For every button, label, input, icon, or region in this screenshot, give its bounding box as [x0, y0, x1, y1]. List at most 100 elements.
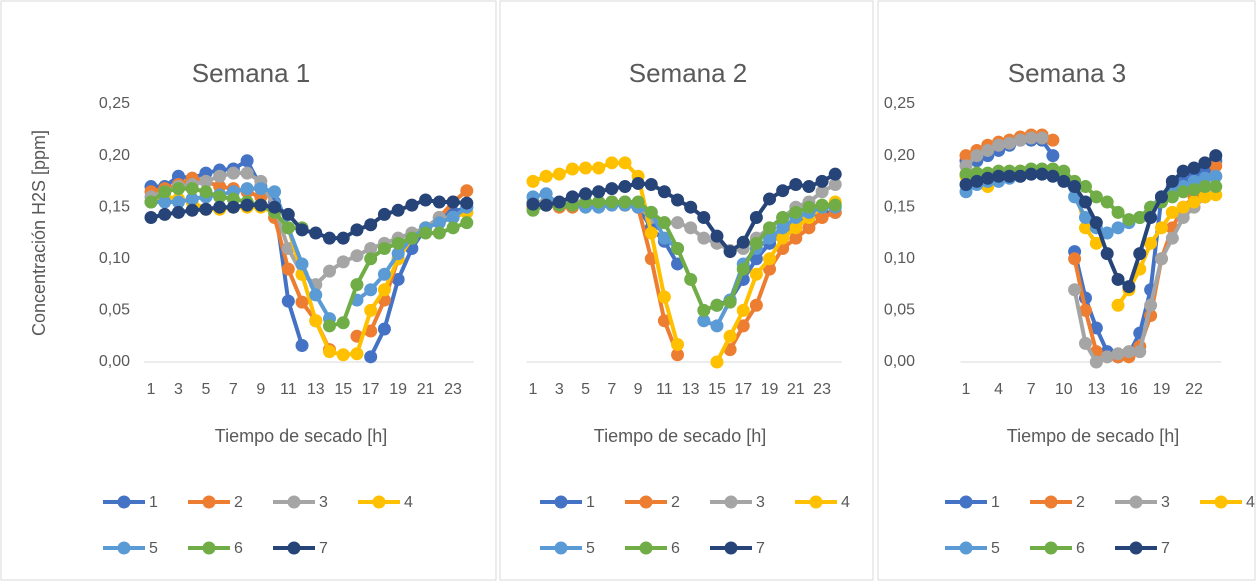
data-point — [1078, 303, 1092, 317]
y-axis-title: Concentración H2S [ppm] — [29, 130, 49, 336]
x-tick-label: 1 — [962, 381, 971, 398]
data-point — [552, 195, 566, 209]
data-point — [1024, 131, 1038, 145]
data-point — [815, 185, 829, 199]
data-point — [1111, 347, 1125, 361]
data-point — [526, 197, 540, 211]
data-point — [1035, 167, 1049, 181]
data-point — [1046, 169, 1060, 183]
data-point — [377, 267, 391, 281]
data-point — [1176, 164, 1190, 178]
data-point — [539, 187, 553, 201]
data-point — [144, 195, 158, 209]
data-point — [710, 355, 724, 369]
data-point — [592, 195, 606, 209]
legend-label: 4 — [404, 494, 413, 511]
data-point — [1046, 149, 1060, 163]
legend-label: 2 — [234, 494, 243, 511]
data-point — [992, 169, 1006, 183]
data-point — [1057, 164, 1071, 178]
data-point — [213, 190, 227, 204]
data-point — [350, 347, 364, 361]
data-point — [254, 198, 268, 212]
data-point — [802, 221, 816, 235]
legend-marker — [724, 541, 738, 555]
data-point — [1078, 336, 1092, 350]
data-point — [254, 182, 268, 196]
data-point — [763, 221, 777, 235]
y-tick-label: 0,00 — [99, 353, 130, 370]
data-point — [336, 255, 350, 269]
data-point — [644, 226, 658, 240]
data-point — [171, 195, 185, 209]
data-point — [364, 350, 378, 364]
x-tick-label: 13 — [307, 381, 325, 398]
data-point — [1144, 211, 1158, 225]
x-tick-label: 23 — [444, 381, 462, 398]
legend-marker — [1044, 495, 1058, 509]
data-point — [657, 185, 671, 199]
data-point — [723, 295, 737, 309]
data-point — [736, 319, 750, 333]
data-point — [364, 218, 378, 232]
data-point — [432, 216, 446, 230]
data-point — [1122, 213, 1136, 227]
data-point — [776, 211, 790, 225]
data-point — [749, 252, 763, 266]
data-point — [1154, 221, 1168, 235]
y-tick-label: 0,10 — [99, 250, 130, 267]
data-point — [322, 231, 336, 245]
data-point — [405, 231, 419, 245]
data-point — [671, 216, 685, 230]
legend-marker — [287, 495, 301, 509]
data-point — [213, 169, 227, 183]
data-point — [789, 177, 803, 191]
x-tick-label: 5 — [581, 381, 590, 398]
data-point — [657, 290, 671, 304]
data-point — [539, 169, 553, 183]
data-point — [592, 161, 606, 175]
data-point — [1154, 252, 1168, 266]
legend-marker — [554, 541, 568, 555]
x-tick-label: 7 — [229, 381, 238, 398]
data-point — [158, 207, 172, 221]
data-point — [295, 338, 309, 352]
data-point — [1122, 280, 1136, 294]
data-point — [605, 195, 619, 209]
data-point — [1078, 195, 1092, 209]
data-point — [405, 198, 419, 212]
panel-frame — [877, 0, 1256, 581]
data-point — [671, 241, 685, 255]
data-point — [802, 200, 816, 214]
data-point — [828, 198, 842, 212]
legend-label: 7 — [319, 540, 328, 557]
data-point — [1144, 298, 1158, 312]
legend-marker — [117, 541, 131, 555]
legend-label: 5 — [149, 540, 158, 557]
y-tick-label: 0,15 — [99, 198, 130, 215]
chart-title: Semana 2 — [629, 58, 748, 88]
data-point — [432, 195, 446, 209]
legend-marker — [724, 495, 738, 509]
data-point — [710, 298, 724, 312]
legend-marker — [1214, 495, 1228, 509]
data-point — [185, 192, 199, 206]
y-tick-label: 0,00 — [884, 353, 915, 370]
data-point — [1122, 345, 1136, 359]
data-point — [736, 235, 750, 249]
y-tick-label: 0,25 — [884, 95, 915, 112]
x-tick-label: 17 — [362, 381, 380, 398]
legend-label: 4 — [841, 494, 850, 511]
data-point — [377, 207, 391, 221]
data-point — [1165, 174, 1179, 188]
data-point — [749, 236, 763, 250]
data-point — [1209, 159, 1223, 173]
data-point — [579, 187, 593, 201]
data-point — [158, 185, 172, 199]
data-point — [240, 154, 254, 168]
data-point — [199, 185, 213, 199]
data-point — [240, 166, 254, 180]
y-tick-label: 0,10 — [884, 250, 915, 267]
data-point — [226, 200, 240, 214]
data-point — [1176, 185, 1190, 199]
